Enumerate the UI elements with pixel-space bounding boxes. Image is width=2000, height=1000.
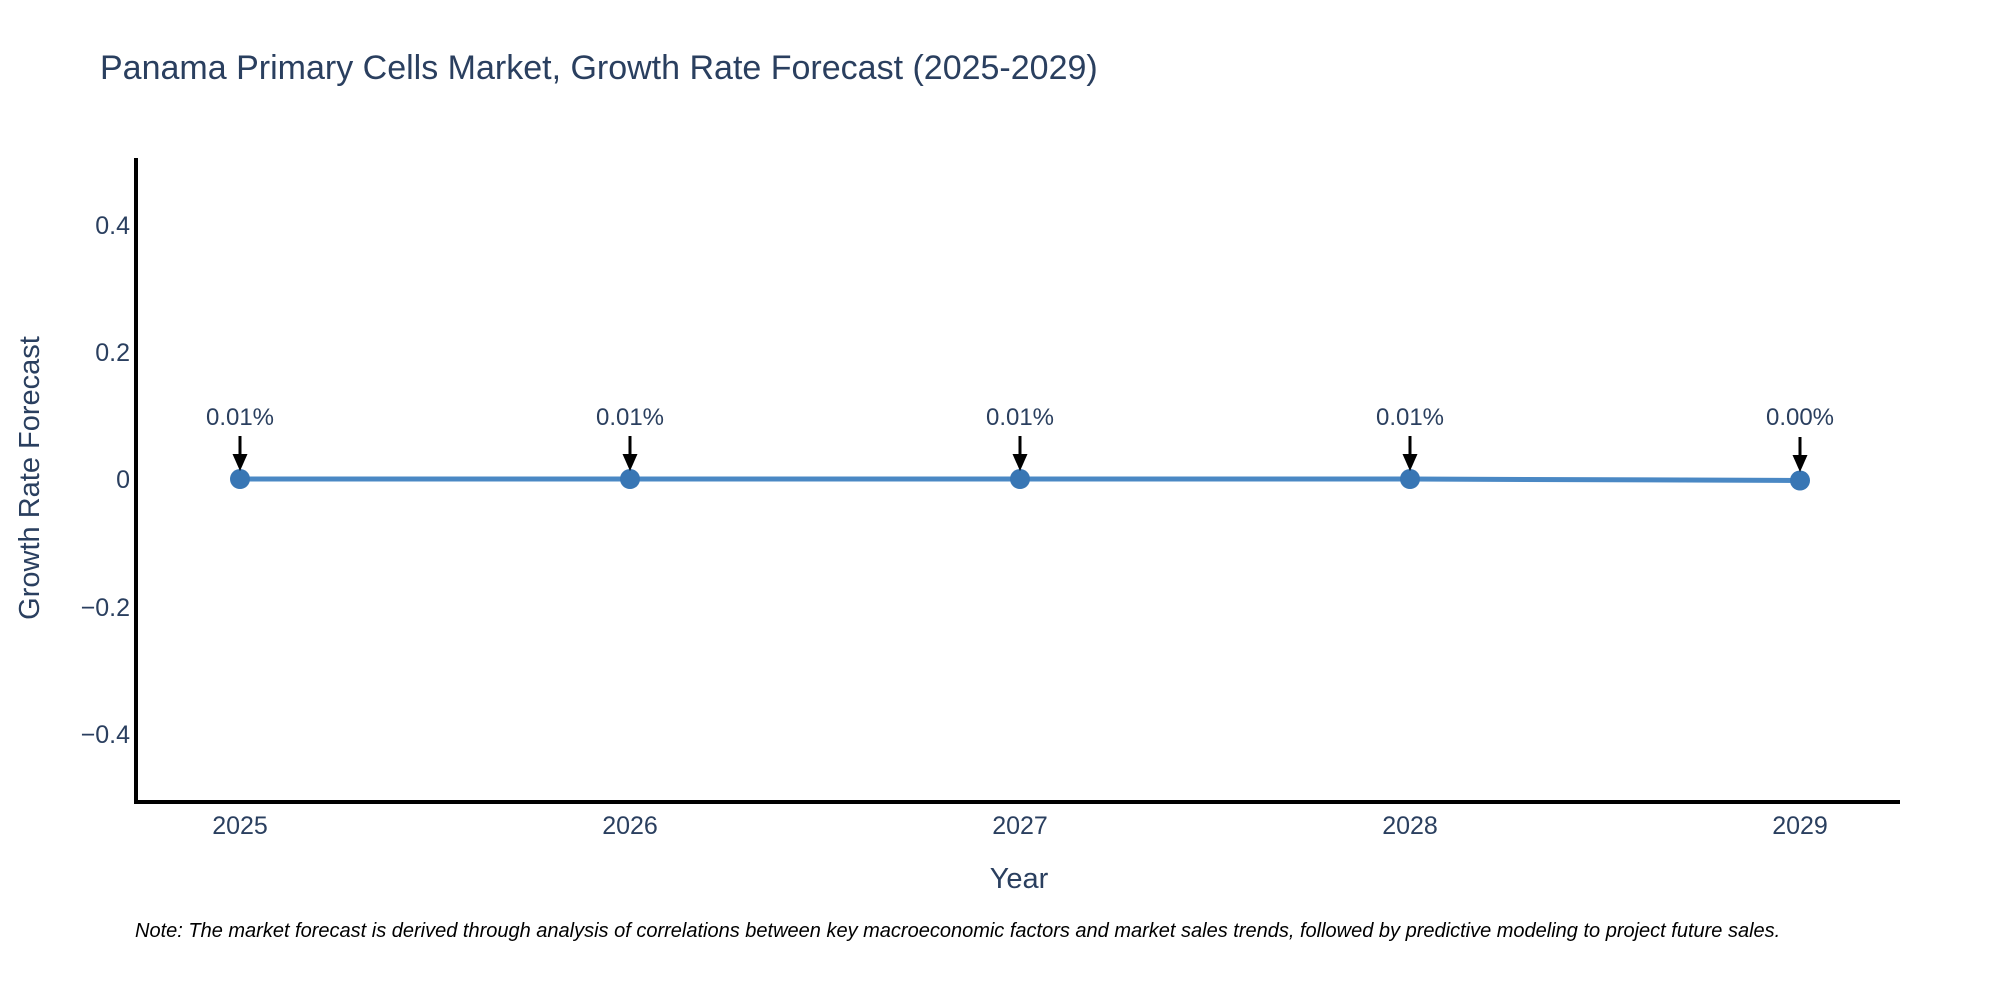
- x-axis-title: Year: [989, 863, 1049, 895]
- x-tick-label: 2028: [1382, 812, 1438, 840]
- annotation-arrow: [1792, 437, 1808, 472]
- chart-note: Note: The market forecast is derived thr…: [135, 920, 1781, 942]
- x-tick-label: 2025: [212, 812, 268, 840]
- annotation-arrow: [622, 436, 638, 471]
- data-label: 0.01%: [205, 404, 275, 431]
- data-label: 0.01%: [1375, 404, 1445, 431]
- annotation-arrow: [1012, 436, 1028, 471]
- data-label: 0.01%: [595, 404, 665, 431]
- x-tick-label: 2027: [992, 812, 1048, 840]
- y-tick-label: −0.4: [80, 721, 130, 749]
- data-point: [1790, 470, 1810, 491]
- y-axis-line: [134, 158, 138, 804]
- data-point: [1010, 469, 1030, 489]
- data-point: [230, 469, 250, 489]
- data-point: [620, 469, 640, 489]
- annotation-arrow: [1402, 436, 1418, 471]
- data-label: 0.01%: [985, 404, 1055, 431]
- y-tick-label: 0.4: [95, 212, 130, 240]
- chart-title: Panama Primary Cells Market, Growth Rate…: [100, 49, 1098, 87]
- data-label: 0.00%: [1765, 404, 1835, 431]
- data-point: [1400, 469, 1420, 489]
- x-tick-label: 2029: [1772, 812, 1828, 840]
- y-tick-label: 0.2: [95, 339, 130, 367]
- x-axis-line: [134, 800, 1900, 804]
- annotation-arrow: [232, 436, 248, 471]
- y-tick-label: −0.2: [80, 594, 130, 622]
- x-tick-label: 2026: [602, 812, 658, 840]
- y-tick-label: 0: [116, 466, 130, 494]
